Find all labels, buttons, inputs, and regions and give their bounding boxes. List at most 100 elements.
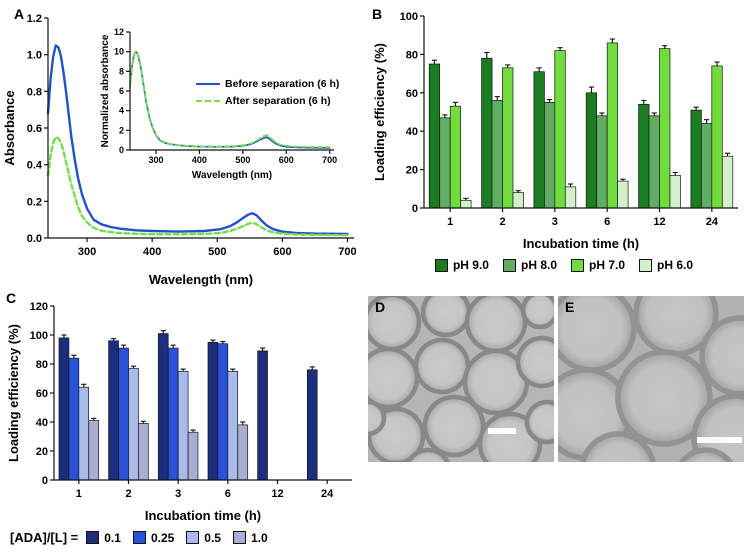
svg-text:400: 400 — [192, 155, 207, 165]
svg-text:0.4: 0.4 — [27, 160, 43, 172]
svg-text:Absorbance: Absorbance — [2, 90, 17, 165]
svg-text:4: 4 — [119, 106, 124, 116]
legend-label: Before separation (6 h) — [225, 78, 340, 90]
legend-color-swatch — [132, 531, 146, 544]
cryo-tem-micrograph-e — [558, 296, 744, 462]
svg-text:2: 2 — [125, 488, 131, 500]
svg-text:700: 700 — [338, 246, 356, 258]
svg-text:0.0: 0.0 — [27, 233, 42, 245]
svg-text:80: 80 — [406, 49, 418, 61]
svg-text:12: 12 — [114, 27, 124, 37]
legend-line-sample — [196, 83, 220, 85]
svg-text:1.2: 1.2 — [27, 13, 42, 25]
svg-text:Incubation time (h): Incubation time (h) — [145, 508, 261, 523]
legend-label: pH 7.0 — [589, 258, 626, 272]
svg-text:10: 10 — [114, 47, 124, 57]
svg-text:300: 300 — [78, 246, 96, 258]
svg-text:600: 600 — [279, 155, 294, 165]
svg-text:20: 20 — [36, 446, 48, 458]
legend-item: pH 9.0 — [434, 258, 489, 272]
normalized-spectra-inset-chart: 300 400 500 600 700 0 2 4 6 8 10 12 Wavelength (nm) N… — [98, 26, 340, 182]
spectra-legend: Before separation (6 h) After separation … — [196, 78, 339, 107]
absorbance-spectra-chart: 300 400 500 600 700 0.0 0.2 0.4 0.6 0.8 1.0 1.2 Wave… — [2, 13, 357, 287]
legend-item: pH 7.0 — [571, 258, 625, 272]
legend-item: 1.0 — [232, 530, 268, 545]
legend-label: After separation (6 h) — [225, 95, 331, 107]
svg-text:0.6: 0.6 — [27, 123, 42, 135]
cryo-tem-micrograph-d — [368, 296, 554, 462]
svg-text:12: 12 — [271, 488, 283, 500]
svg-text:12: 12 — [653, 216, 665, 228]
svg-text:6: 6 — [604, 216, 610, 228]
svg-text:0.8: 0.8 — [27, 86, 42, 98]
legend-label: 0.1 — [104, 530, 121, 545]
svg-text:Loading efficiency (%): Loading efficiency (%) — [372, 43, 387, 181]
legend-item: 0.5 — [186, 531, 221, 545]
svg-text:120: 120 — [30, 301, 48, 313]
svg-text:1: 1 — [447, 216, 453, 228]
svg-text:500: 500 — [208, 246, 226, 258]
legend-color-swatch — [571, 258, 584, 272]
panel-b-label: B — [372, 6, 383, 22]
svg-text:60: 60 — [36, 388, 48, 400]
svg-text:8: 8 — [119, 66, 124, 76]
legend-item: pH 8.0 — [502, 258, 557, 272]
legend-label: pH 8.0 — [520, 258, 557, 272]
svg-text:0: 0 — [412, 203, 418, 215]
svg-text:40: 40 — [36, 417, 48, 429]
svg-text:60: 60 — [406, 88, 418, 100]
legend-color-swatch — [186, 531, 200, 544]
legend-label: 0.25 — [150, 530, 175, 545]
panel-c-label: C — [6, 290, 17, 306]
legend-label: pH 6.0 — [657, 258, 694, 272]
legend-line-sample — [196, 100, 220, 102]
svg-text:0: 0 — [119, 145, 124, 155]
legend-item: 0.1 — [86, 531, 121, 545]
svg-text:1: 1 — [76, 488, 82, 500]
svg-text:3: 3 — [175, 488, 181, 500]
svg-text:24: 24 — [706, 216, 719, 228]
ada-legend-items: 0.1 0.25 0.5 1.0 — [86, 530, 268, 545]
svg-text:100: 100 — [30, 330, 48, 342]
legend-item: 0.25 — [132, 530, 175, 545]
svg-text:Incubation time (h): Incubation time (h) — [523, 236, 639, 251]
svg-text:24: 24 — [321, 488, 334, 500]
svg-text:6: 6 — [225, 488, 231, 500]
svg-text:80: 80 — [36, 359, 48, 371]
legend-label: 1.0 — [250, 530, 268, 545]
svg-text:600: 600 — [273, 246, 291, 258]
svg-text:6: 6 — [119, 86, 124, 96]
svg-text:Wavelength (nm): Wavelength (nm) — [192, 170, 272, 181]
ph-legend: pH 9.0 pH 8.0 pH 7.0 pH 6.0 — [380, 258, 748, 272]
legend-color-swatch — [86, 531, 100, 544]
svg-text:300: 300 — [149, 155, 164, 165]
svg-text:2: 2 — [119, 125, 124, 135]
svg-text:500: 500 — [235, 155, 250, 165]
svg-text:Loading efficiency (%): Loading efficiency (%) — [6, 324, 21, 462]
svg-text:2: 2 — [499, 216, 505, 228]
svg-text:700: 700 — [322, 155, 337, 165]
legend-label: 0.5 — [204, 530, 221, 545]
svg-text:Wavelength (nm): Wavelength (nm) — [149, 272, 253, 287]
ada-legend: [ADA]/[L] = 0.1 0.25 0.5 1.0 — [10, 530, 362, 545]
svg-text:0.2: 0.2 — [27, 196, 42, 208]
svg-text:20: 20 — [406, 165, 418, 177]
panel-a-label: A — [14, 6, 25, 22]
svg-text:Normalized absorbance: Normalized absorbance — [100, 34, 111, 147]
svg-text:0: 0 — [42, 475, 48, 487]
svg-text:100: 100 — [400, 11, 418, 23]
legend-color-swatch — [502, 258, 516, 272]
legend-item: After separation (6 h) — [196, 95, 339, 107]
legend-color-swatch — [232, 531, 246, 544]
legend-color-swatch — [639, 258, 653, 272]
legend-item: Before separation (6 h) — [196, 78, 339, 90]
ada-legend-prefix: [ADA]/[L] = — [10, 530, 79, 545]
panel-e-label: E — [565, 299, 575, 315]
svg-text:1.0: 1.0 — [27, 50, 42, 62]
svg-text:40: 40 — [406, 126, 418, 138]
panel-d-label: D — [375, 299, 386, 315]
legend-label: pH 9.0 — [452, 258, 489, 272]
